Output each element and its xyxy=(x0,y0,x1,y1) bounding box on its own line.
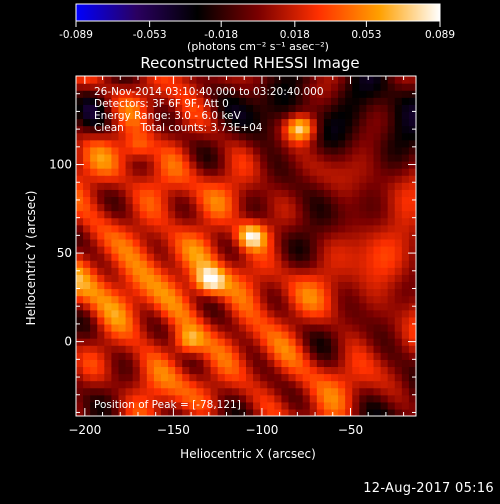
y-axis-label: Heliocentric Y (arcsec) xyxy=(24,191,38,326)
y-tick-label: 0 xyxy=(64,335,72,349)
colorbar-ticks: -0.089 -0.053 -0.018 0.018 0.053 0.089 xyxy=(59,21,455,41)
annotation-clean: Clean Total counts: 3.73E+04 xyxy=(94,122,263,134)
colorbar-tick-label: -0.053 xyxy=(133,29,167,41)
colorbar-tick-label: 0.053 xyxy=(351,29,381,41)
plot-frame xyxy=(75,75,417,417)
annotations: 26-Nov-2014 03:10:40.000 to 03:20:40.000… xyxy=(94,86,324,411)
colorbar-unit: (photons cm⁻² s⁻¹ asec⁻²) xyxy=(187,40,329,53)
annotation-detectors: Detectors: 3F 6F 9F, Att 0 xyxy=(94,98,229,110)
x-tick-label: −100 xyxy=(245,423,278,437)
colorbar: -0.089 -0.053 -0.018 0.018 0.053 0.089 (photo… xyxy=(59,3,455,53)
colorbar-strip xyxy=(75,3,441,22)
x-tick-label: −50 xyxy=(338,423,363,437)
colorbar-tick-label: -0.089 xyxy=(59,29,93,41)
y-tick-label: 100 xyxy=(49,158,72,172)
heatmap-image xyxy=(76,76,416,416)
colorbar-tick-label: -0.018 xyxy=(204,29,238,41)
chart-title: Reconstructed RHESSI Image xyxy=(140,54,359,72)
x-tick-label: −150 xyxy=(157,423,190,437)
x-axis: −200 −150 −100 −50 xyxy=(68,76,405,437)
colorbar-tick-label: 0.018 xyxy=(280,29,310,41)
annotation-energy: Energy Range: 3.0 - 6.0 keV xyxy=(94,110,242,122)
peak-position-label: Position of Peak = [-78,121] xyxy=(94,399,241,411)
x-axis-label: Heliocentric X (arcsec) xyxy=(180,447,316,461)
annotation-time: 26-Nov-2014 03:10:40.000 to 03:20:40.000 xyxy=(94,86,324,98)
y-axis: 0 50 100 xyxy=(49,93,416,413)
x-tick-label: −200 xyxy=(68,423,101,437)
timestamp: 12-Aug-2017 05:16 xyxy=(363,481,494,496)
y-tick-label: 50 xyxy=(57,246,72,260)
colorbar-tick-label: 0.089 xyxy=(425,29,455,41)
